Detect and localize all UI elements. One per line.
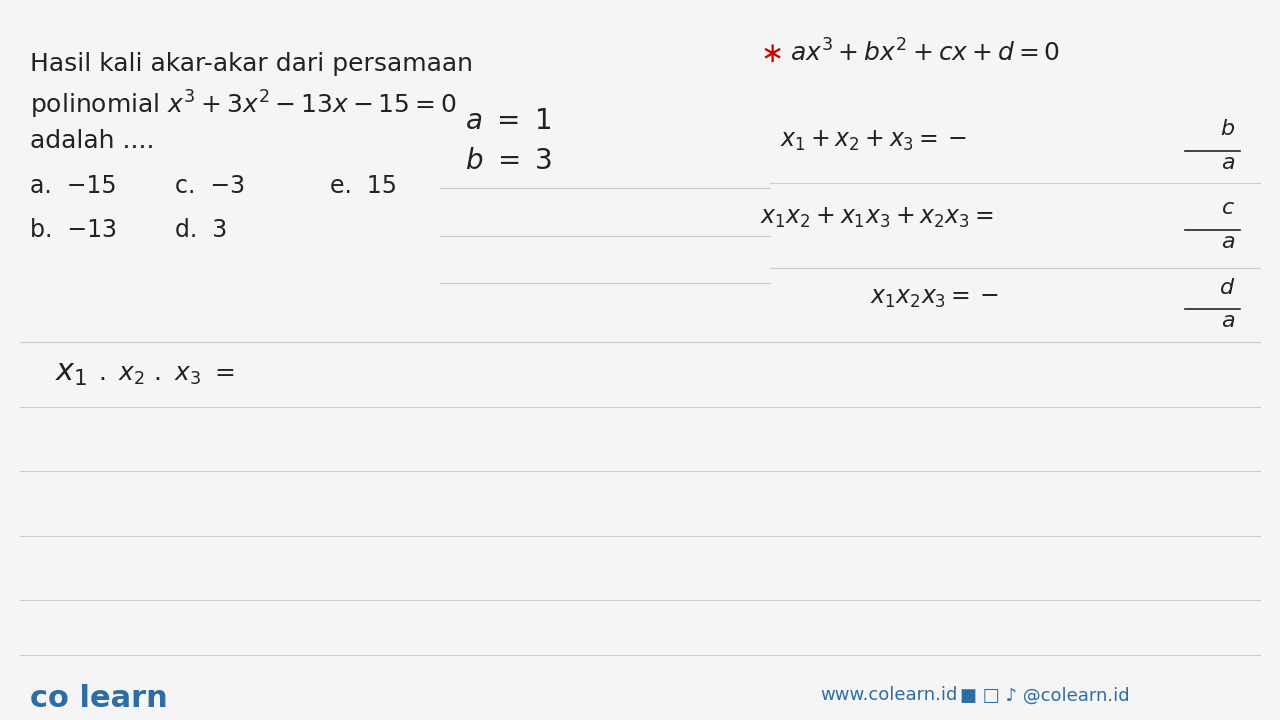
Text: d.  3: d. 3: [175, 218, 228, 242]
Text: co learn: co learn: [29, 684, 168, 714]
Text: polinomial $x^3 + 3x^2 - 13x - 15 = 0$: polinomial $x^3 + 3x^2 - 13x - 15 = 0$: [29, 89, 457, 122]
Text: adalah ....: adalah ....: [29, 129, 155, 153]
Text: $ax^3 + bx^2 + cx + d = 0$: $ax^3 + bx^2 + cx + d = 0$: [790, 40, 1060, 67]
Text: www.colearn.id: www.colearn.id: [820, 686, 957, 704]
Text: $x_1x_2x_3 = -$: $x_1x_2x_3 = -$: [870, 286, 1000, 310]
Text: $x_1 + x_2 + x_3 = -$: $x_1 + x_2 + x_3 = -$: [780, 129, 968, 153]
Text: $a$: $a$: [1221, 312, 1235, 331]
Text: Hasil kali akar-akar dari persamaan: Hasil kali akar-akar dari persamaan: [29, 52, 474, 76]
Text: $x_1x_2 + x_1x_3 + x_2x_3 = $: $x_1x_2 + x_1x_3 + x_2x_3 = $: [760, 207, 993, 230]
Text: ■ □ ♪ @colearn.id: ■ □ ♪ @colearn.id: [960, 686, 1130, 704]
Text: $b$: $b$: [1220, 119, 1235, 139]
Text: $a\ =\ 1$: $a\ =\ 1$: [465, 107, 552, 135]
Text: c.  −3: c. −3: [175, 174, 246, 197]
Text: $.\ x_2\ .\ x_3\ =$: $.\ x_2\ .\ x_3\ =$: [99, 363, 234, 387]
Text: $x_1$: $x_1$: [55, 359, 87, 388]
Text: $\ast$: $\ast$: [760, 40, 782, 68]
Text: e.  15: e. 15: [330, 174, 397, 197]
Text: $a$: $a$: [1221, 153, 1235, 173]
Text: $a$: $a$: [1221, 232, 1235, 252]
Text: a.  −15: a. −15: [29, 174, 116, 197]
Text: $c$: $c$: [1221, 199, 1235, 218]
Text: $b\ =\ 3$: $b\ =\ 3$: [465, 147, 552, 175]
Text: $d$: $d$: [1219, 278, 1235, 297]
Text: b.  −13: b. −13: [29, 218, 116, 242]
